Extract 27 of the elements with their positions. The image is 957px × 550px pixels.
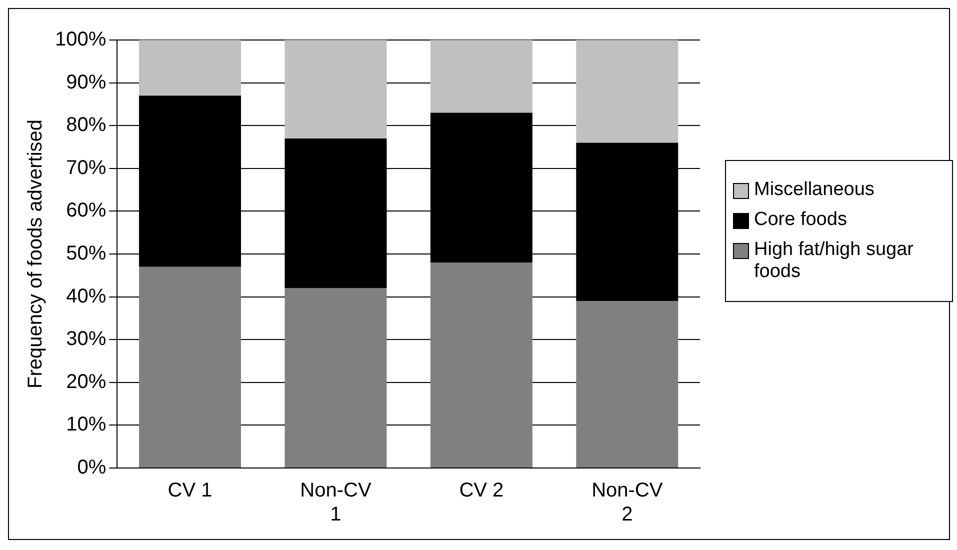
- bar: [139, 40, 242, 96]
- legend-label: Miscellaneous: [754, 179, 874, 201]
- x-tick-label: Non-CV 1: [300, 480, 372, 526]
- bar: [430, 40, 532, 113]
- y-tick-label: 50%: [66, 242, 106, 265]
- y-tick-label: 80%: [66, 114, 106, 136]
- y-tick-label: 60%: [66, 200, 106, 222]
- y-tick-label: 70%: [66, 156, 106, 179]
- bar: [576, 40, 678, 143]
- y-tick-label: 40%: [66, 285, 106, 308]
- bar: [576, 301, 678, 468]
- bar: [430, 262, 532, 468]
- y-tick-label: 30%: [66, 328, 106, 350]
- y-tick-label: 10%: [66, 414, 106, 436]
- x-tick-label: CV 1: [168, 480, 212, 502]
- y-axis-title: Frequency of foods advertised: [24, 119, 47, 389]
- y-tick-label: 0%: [77, 456, 106, 479]
- y-tick-label: 90%: [66, 71, 106, 94]
- legend-label: High fat/high sugar foods: [754, 239, 914, 283]
- y-tick-label: 20%: [66, 370, 106, 393]
- y-tick-label: 100%: [54, 28, 106, 51]
- x-tick-label: Non-CV 2: [592, 480, 664, 526]
- x-tick-label: CV 2: [459, 480, 504, 502]
- legend-label: Core foods: [754, 209, 847, 231]
- bar: [139, 266, 242, 468]
- bar: [284, 40, 387, 138]
- bar: [284, 288, 387, 468]
